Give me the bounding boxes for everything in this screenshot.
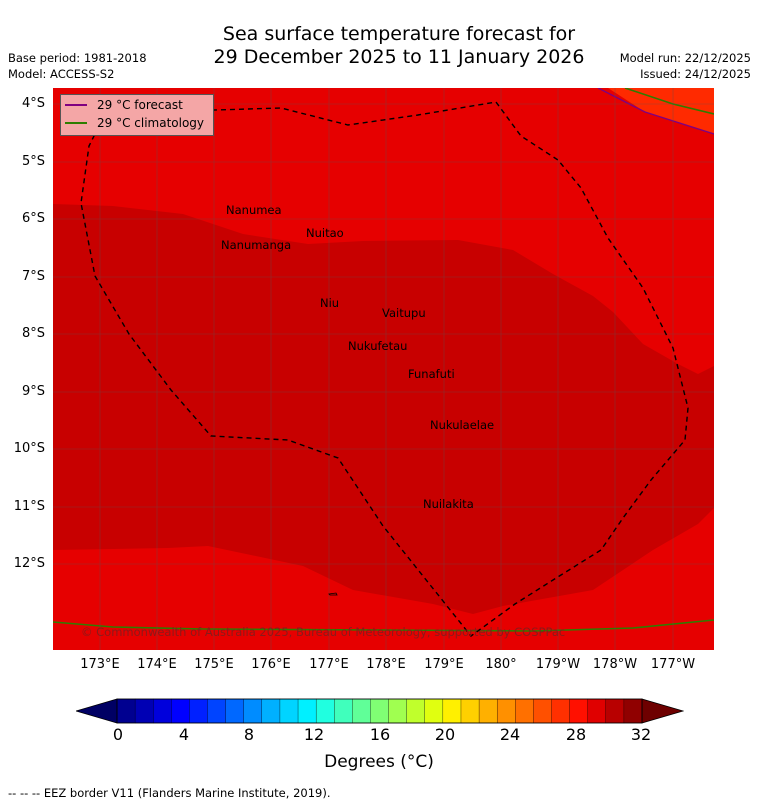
colorbar-cell — [406, 698, 426, 724]
colorbar-cell — [515, 698, 534, 724]
cbar-tick-28: 28 — [565, 725, 587, 744]
x-tick-178w: 178°W — [592, 657, 638, 672]
y-tick-5s: 5°S — [21, 154, 45, 169]
colorbar-cell — [116, 698, 136, 724]
colorbar-cell — [279, 698, 299, 724]
cbar-tick-32: 32 — [630, 725, 652, 744]
y-tick-12s: 12°S — [13, 556, 45, 571]
colorbar-cell — [134, 698, 154, 724]
x-tick-178e: 178°E — [366, 657, 406, 672]
sst-field-hot — [53, 204, 714, 614]
colorbar-cell — [352, 698, 371, 724]
place-niu: Niu — [320, 296, 340, 310]
place-nukufetau: Nukufetau — [348, 339, 408, 353]
y-tick-9s: 9°S — [21, 384, 45, 399]
colorbar-cell — [225, 698, 245, 724]
colorbar-min-extension — [76, 698, 118, 724]
x-tick-177w: 177°W — [650, 657, 696, 672]
climatology-contour-29c-south — [53, 619, 714, 632]
x-tick-174e: 174°E — [137, 657, 177, 672]
colorbar-label: Degrees (°C) — [324, 752, 434, 772]
colorbar-cell — [569, 698, 589, 724]
base-period: Base period: 1981-2018 — [8, 51, 147, 65]
y-tick-6s: 6°S — [21, 211, 45, 226]
x-tick-177e: 177°E — [309, 657, 349, 672]
place-funafuti: Funafuti — [408, 367, 455, 381]
place-nanumanga: Nanumanga — [221, 238, 292, 252]
legend-climatology-label: 29 °C climatology — [97, 116, 205, 130]
cbar-tick-12: 12 — [303, 725, 325, 744]
colorbar-cell — [315, 698, 335, 724]
legend-climatology: 29 °C climatology — [65, 116, 204, 130]
cbar-tick-20: 20 — [434, 725, 456, 744]
y-tick-4s: 4°S — [21, 96, 45, 111]
place-nuilakita: Nuilakita — [423, 497, 474, 511]
y-tick-10s: 10°S — [13, 441, 45, 456]
cbar-tick-24: 24 — [499, 725, 521, 744]
model-run: Model run: 22/12/2025 — [619, 51, 751, 65]
colorbar-cell — [424, 698, 444, 724]
chart-title-line1: Sea surface temperature forecast for — [222, 23, 576, 45]
y-tick-11s: 11°S — [13, 499, 45, 514]
y-tick-7s: 7°S — [21, 269, 45, 284]
chart-title-line2: 29 December 2025 to 11 January 2026 — [213, 46, 585, 68]
sst-map: Nanumea Nuitao Nanumanga Niu Vaitupu Nuk… — [53, 88, 714, 650]
legend-forecast-line — [65, 104, 87, 106]
colorbar-cell — [153, 698, 172, 724]
colorbar-cell — [460, 698, 480, 724]
map-legend: 29 °C forecast 29 °C climatology — [60, 94, 214, 136]
model-name: Model: ACCESS-S2 — [8, 67, 115, 81]
x-tick-179w: 179°W — [535, 657, 581, 672]
legend-climatology-line — [65, 122, 87, 124]
colorbar-frame — [116, 698, 643, 724]
colorbar-cell — [605, 698, 625, 724]
colorbar — [76, 698, 684, 724]
place-vaitupu: Vaitupu — [382, 306, 426, 320]
cbar-tick-8: 8 — [243, 725, 255, 744]
map-svg — [53, 88, 714, 650]
cbar-tick-16: 16 — [369, 725, 391, 744]
sst-field-hotter — [608, 88, 714, 134]
x-tick-179e: 179°E — [424, 657, 464, 672]
eez-border — [80, 101, 689, 637]
colorbar-cells — [116, 698, 643, 724]
colorbar-cell — [388, 698, 408, 724]
place-nuitao: Nuitao — [306, 226, 344, 240]
colorbar-max-extension — [641, 698, 684, 724]
graticule — [53, 88, 714, 650]
colorbar-cell — [478, 698, 498, 724]
colorbar-cell — [207, 698, 227, 724]
colorbar-cell — [334, 698, 353, 724]
legend-forecast-label: 29 °C forecast — [97, 98, 183, 112]
cbar-tick-4: 4 — [178, 725, 190, 744]
colorbar-cell — [171, 698, 190, 724]
x-tick-180: 180° — [485, 657, 517, 672]
x-tick-175e: 175°E — [194, 657, 234, 672]
colorbar-cell — [496, 698, 516, 724]
colorbar-cell — [297, 698, 317, 724]
place-nanumea: Nanumea — [226, 203, 282, 217]
colorbar-cell — [243, 698, 263, 724]
y-tick-8s: 8°S — [21, 326, 45, 341]
legend-forecast: 29 °C forecast — [65, 98, 183, 112]
colorbar-cell — [587, 698, 607, 724]
colorbar-cell — [370, 698, 390, 724]
colorbar-cell — [189, 698, 208, 724]
forecast-contour-29c — [597, 88, 714, 135]
colorbar-cell — [442, 698, 462, 724]
x-tick-176e: 176°E — [251, 657, 291, 672]
eez-footnote: -- -- -- EEZ border V11 (Flanders Marine… — [8, 786, 331, 800]
colorbar-cell — [261, 698, 281, 724]
colorbar-cell — [623, 698, 643, 724]
x-tick-173e: 173°E — [80, 657, 120, 672]
island-outline — [328, 592, 338, 596]
cbar-tick-0: 0 — [112, 725, 124, 744]
issued-date: Issued: 24/12/2025 — [640, 67, 751, 81]
colorbar-cell — [551, 698, 571, 724]
copyright-notice: © Commonwealth of Australia 2025, Bureau… — [81, 625, 566, 639]
place-nukulaelae: Nukulaelae — [430, 418, 495, 432]
colorbar-cell — [533, 698, 552, 724]
